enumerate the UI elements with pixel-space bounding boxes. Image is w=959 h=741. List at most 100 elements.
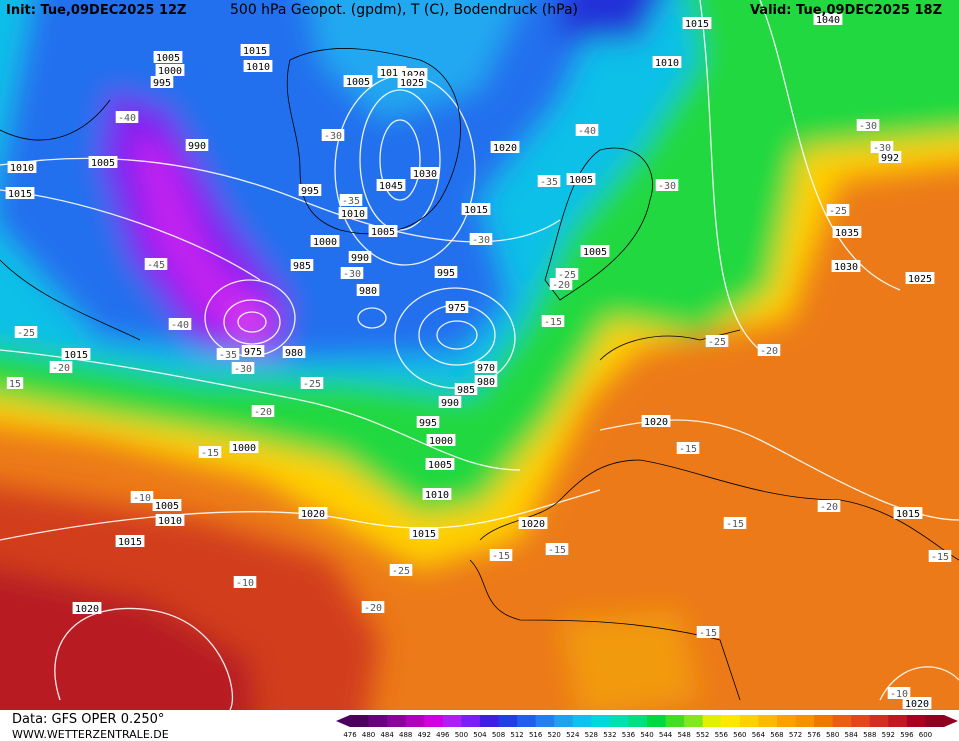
colorbar-label: 584 [845, 731, 859, 739]
colorbar-cell [721, 715, 741, 727]
isobar-label-box [243, 60, 273, 72]
colorbar-label: 476 [343, 731, 357, 739]
chart-title: 500 hPa Geopot. (gpdm), T (C), Bodendruc… [230, 2, 578, 18]
colorbar-label: 568 [770, 731, 783, 739]
isobar-label: 1030 [413, 169, 437, 180]
colorbar-label: 536 [622, 731, 636, 739]
temperature-label: -25 [392, 566, 410, 577]
temperature-label-box [49, 361, 73, 373]
colorbar-label: 552 [696, 731, 709, 739]
isobar-label-box [893, 507, 923, 519]
temperature-label: -40 [578, 126, 596, 137]
colorbar-cell [442, 715, 462, 727]
isobar-label-box [356, 284, 380, 296]
colorbar-cell [535, 715, 555, 727]
temperature-label: -15 [726, 519, 744, 530]
temperature-label: -15 [548, 545, 566, 556]
temperature-label-box [757, 344, 781, 356]
isobar-label: 995 [301, 186, 319, 197]
temperature-label-box [389, 564, 413, 576]
isobar-label: 1020 [644, 417, 668, 428]
colorbar-label: 488 [399, 731, 412, 739]
isobar-label-box [240, 44, 270, 56]
temperature-label: -20 [254, 407, 272, 418]
temperature-label: -30 [343, 269, 361, 280]
temperature-label: -15 [492, 551, 510, 562]
isobar-label-box [72, 602, 102, 614]
isobar-label: 1005 [569, 175, 593, 186]
isobar-label-box [368, 225, 398, 237]
colorbar-label: 600 [919, 731, 932, 739]
temperature-label: -15 [544, 317, 562, 328]
temperature-label-box [6, 377, 24, 389]
temperature-label-box [300, 377, 324, 389]
isobar-label: 1025 [400, 78, 424, 89]
colorbar-cell [498, 715, 518, 727]
colorbar-label: 548 [677, 731, 690, 739]
colorbar-cell [851, 715, 871, 727]
isobar-label-box [831, 260, 861, 272]
isobar-label: 975 [244, 347, 262, 358]
colorbar-label: 592 [882, 731, 895, 739]
temperature-label: -30 [873, 143, 891, 154]
isobar-label: 1005 [428, 460, 452, 471]
isobar-label-box [409, 527, 439, 539]
colorbar-label: 544 [659, 731, 673, 739]
colorbar-label: 588 [863, 731, 876, 739]
colorbar-cell [368, 715, 388, 727]
isobar-label-box [376, 179, 406, 191]
temperature-label: -25 [558, 270, 576, 281]
temperature-label: -45 [147, 260, 165, 271]
isobar-label-box [518, 517, 548, 529]
isobar-label: 995 [419, 418, 437, 429]
isobar-label-box [832, 226, 862, 238]
isobar-label-box [454, 383, 478, 395]
temperature-label-box [216, 348, 240, 360]
colorbar-cell [609, 715, 629, 727]
isobar-label: 980 [359, 286, 377, 297]
isobar-label: 1010 [246, 62, 270, 73]
temperature-label: -15 [201, 448, 219, 459]
isobar-label: 985 [293, 261, 311, 272]
isobar-label-box [298, 184, 322, 196]
temperature-label-box [696, 626, 720, 638]
isobar-label: 1010 [655, 58, 679, 69]
colorbar-label: 492 [418, 731, 431, 739]
isobar-label: 985 [457, 385, 475, 396]
isobar-label: 980 [285, 348, 303, 359]
data-source: Data: GFS OPER 0.250° [12, 712, 164, 727]
temperature-label: -30 [324, 131, 342, 142]
temperature-label-box [168, 318, 192, 330]
isobar-label-box [566, 173, 596, 185]
colorbar-cell [572, 715, 592, 727]
temperature-label: -25 [708, 337, 726, 348]
colorbar-cell [795, 715, 815, 727]
isobar-label: 1035 [835, 228, 859, 239]
temperature-label: -35 [540, 177, 558, 188]
colorbar-label: 504 [473, 731, 487, 739]
colorbar-cell [739, 715, 759, 727]
colorbar-arrow-left [336, 715, 350, 727]
temperature-label-box [575, 124, 599, 136]
colorbar-cell [869, 715, 889, 727]
isobar-label-box [185, 139, 209, 151]
temperature-label-box [817, 500, 841, 512]
isobar-label-box [88, 156, 118, 168]
colorbar-cell [647, 715, 667, 727]
colorbar-cell [702, 715, 722, 727]
temperature-label: -15 [699, 628, 717, 639]
isobar-label: 1020 [905, 699, 929, 710]
temperature-label: -35 [219, 350, 237, 361]
temperature-label: -20 [364, 603, 382, 614]
temperature-label: -20 [820, 502, 838, 513]
isobar-label: 980 [477, 377, 495, 388]
colorbar-label: 520 [548, 731, 561, 739]
temperature-label: -25 [303, 379, 321, 390]
temperature-label: -10 [890, 689, 908, 700]
temperature-label-box [826, 204, 850, 216]
isobar-label-box [416, 416, 440, 428]
colorbar-label: 524 [566, 731, 580, 739]
temperature-label: -20 [52, 363, 70, 374]
colorbar-cell [591, 715, 611, 727]
